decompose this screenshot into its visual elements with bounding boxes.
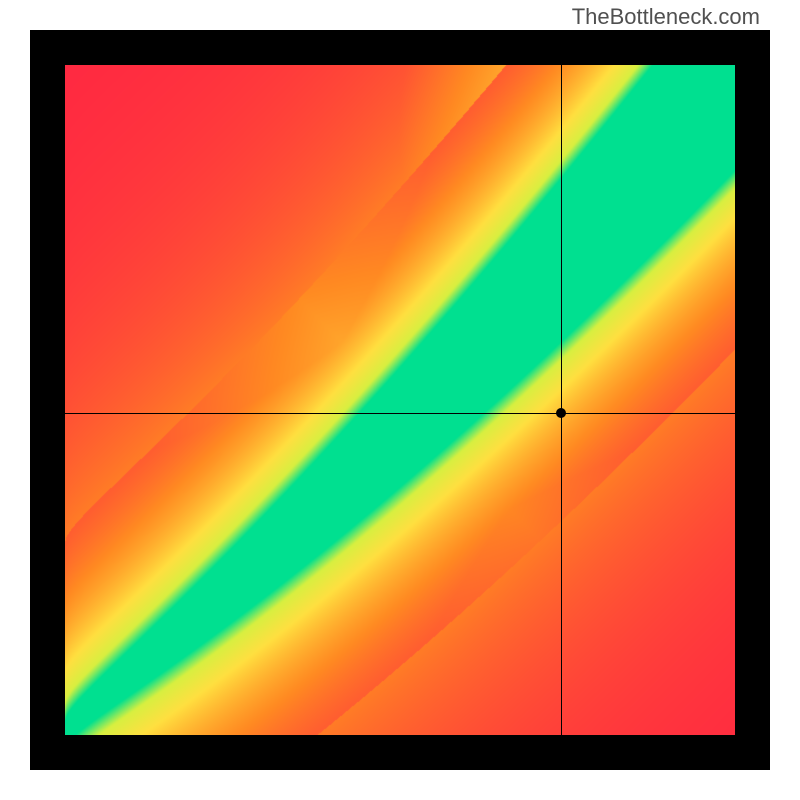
chart-plot-area: [65, 65, 735, 735]
watermark-text: TheBottleneck.com: [572, 4, 760, 30]
marker-point: [556, 408, 566, 418]
crosshair-horizontal: [65, 413, 735, 414]
heatmap-canvas: [65, 65, 735, 735]
chart-outer-frame: [30, 30, 770, 770]
crosshair-vertical: [561, 65, 562, 735]
